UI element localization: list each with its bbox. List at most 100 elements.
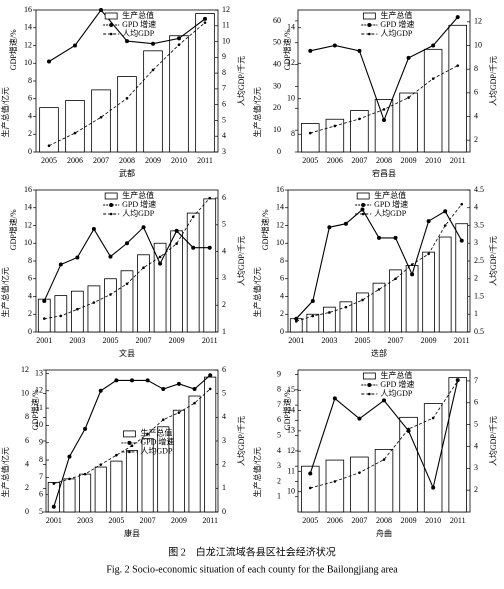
- x-tick-label: 2005: [302, 156, 318, 165]
- marker: [382, 398, 386, 403]
- marker: [344, 305, 348, 309]
- marker: [125, 241, 129, 246]
- y3-tick-label: 15: [287, 385, 295, 394]
- y-tick-label: 4: [28, 291, 32, 300]
- y3-tick-label: 11: [287, 466, 295, 475]
- y2-tick-label: 12: [222, 5, 230, 14]
- marker: [382, 458, 386, 461]
- legend-swatch: [361, 212, 365, 216]
- y3-tick-label: 14: [287, 23, 295, 32]
- x-tick-label: 2006: [67, 156, 83, 165]
- y2-tick-label: 8: [474, 64, 478, 73]
- y2-tick-label: 3: [474, 238, 478, 247]
- y2-tick-label: 1: [474, 309, 478, 318]
- y2-tick-label: 0: [222, 507, 226, 516]
- marker: [308, 48, 313, 53]
- legend-swatch: [356, 192, 370, 200]
- y-tick-label: 6: [28, 94, 32, 103]
- y2-tick-label: 3: [222, 436, 226, 445]
- y-tick-label: 10: [24, 238, 32, 247]
- bar: [37, 298, 51, 333]
- legend-swatch: [104, 192, 118, 200]
- x-tick-label: 2006: [327, 156, 343, 165]
- y-tick-label: 10: [21, 388, 29, 397]
- marker: [208, 373, 213, 378]
- x-tick-label: 2009: [145, 156, 161, 165]
- marker: [358, 471, 361, 474]
- y2-tick-label: 4: [222, 412, 226, 421]
- panel-title: 迭部: [371, 348, 387, 358]
- marker: [332, 396, 337, 401]
- marker: [333, 124, 337, 128]
- y-tick-label: 8: [277, 385, 281, 394]
- y2-tick-label: 4.5: [474, 185, 484, 194]
- y-tick-label: 5: [277, 430, 281, 439]
- bar: [306, 313, 320, 333]
- marker: [174, 228, 179, 233]
- y3-axis-label: GDP增速/%: [282, 389, 292, 430]
- bar: [422, 251, 435, 333]
- y2-tick-label: 10: [222, 36, 230, 45]
- bar: [186, 212, 200, 333]
- marker: [52, 482, 56, 485]
- x-tick-label: 2005: [354, 336, 370, 345]
- x-tick-label: 2011: [202, 336, 218, 345]
- y2-tick-label: 2: [222, 459, 226, 468]
- legend-swatch: [109, 212, 113, 216]
- marker: [175, 242, 178, 245]
- y2-tick-label: 4: [222, 246, 226, 255]
- y3-tick-label: 12: [287, 446, 295, 455]
- marker: [146, 432, 149, 436]
- marker: [203, 21, 207, 24]
- x-tick-label: 2008: [376, 156, 392, 165]
- y2-axis-label: 人均GDP/千元: [488, 56, 498, 106]
- legend-swatch: [127, 440, 132, 445]
- marker: [76, 307, 79, 311]
- y2-tick-label: 11: [222, 21, 230, 30]
- bar: [356, 292, 369, 333]
- x-tick-label: 2003: [69, 336, 85, 345]
- marker: [130, 378, 134, 383]
- y-tick-label: 2: [28, 129, 32, 138]
- legend-label: 人均GDP: [122, 28, 155, 38]
- y2-tick-label: 6: [222, 365, 226, 374]
- y2-tick-label: 2: [222, 300, 226, 309]
- marker: [410, 263, 414, 266]
- bar: [325, 459, 345, 513]
- marker: [328, 311, 331, 314]
- y-tick-label: 16: [24, 5, 32, 14]
- bar: [39, 107, 59, 153]
- y-tick-label: 8: [28, 76, 32, 85]
- x-tick-label: 2001: [288, 336, 304, 345]
- y-axis-label: 生产总值/亿元: [0, 447, 10, 497]
- marker: [161, 387, 166, 392]
- y3-tick-label: 6: [39, 490, 43, 499]
- panel-title: 文县: [119, 348, 135, 358]
- y3-tick-label: 10: [287, 94, 295, 103]
- bar: [350, 456, 369, 513]
- x-tick-label: 2003: [77, 516, 93, 525]
- bar: [71, 290, 84, 333]
- marker: [142, 266, 145, 269]
- bar: [141, 438, 154, 513]
- y3-tick-label: 7: [39, 472, 43, 481]
- marker: [393, 235, 398, 240]
- legend-swatch: [104, 12, 118, 20]
- marker: [208, 196, 212, 200]
- marker: [125, 39, 129, 44]
- bar: [169, 35, 189, 153]
- marker: [311, 314, 315, 318]
- panel-title: 武都: [119, 168, 135, 178]
- bar: [448, 377, 467, 513]
- y-tick-label: 7: [277, 400, 281, 409]
- marker: [310, 298, 315, 303]
- y2-tick-label: 2: [474, 485, 478, 494]
- y2-tick-label: 10: [474, 40, 482, 49]
- bar: [125, 450, 139, 513]
- legend-label: 生产总值: [122, 190, 154, 200]
- y2-axis-label: 人均GDP/千元: [488, 236, 498, 286]
- marker: [327, 225, 332, 230]
- bar: [110, 460, 123, 513]
- marker: [203, 16, 207, 21]
- y-tick-label: 40: [273, 59, 281, 68]
